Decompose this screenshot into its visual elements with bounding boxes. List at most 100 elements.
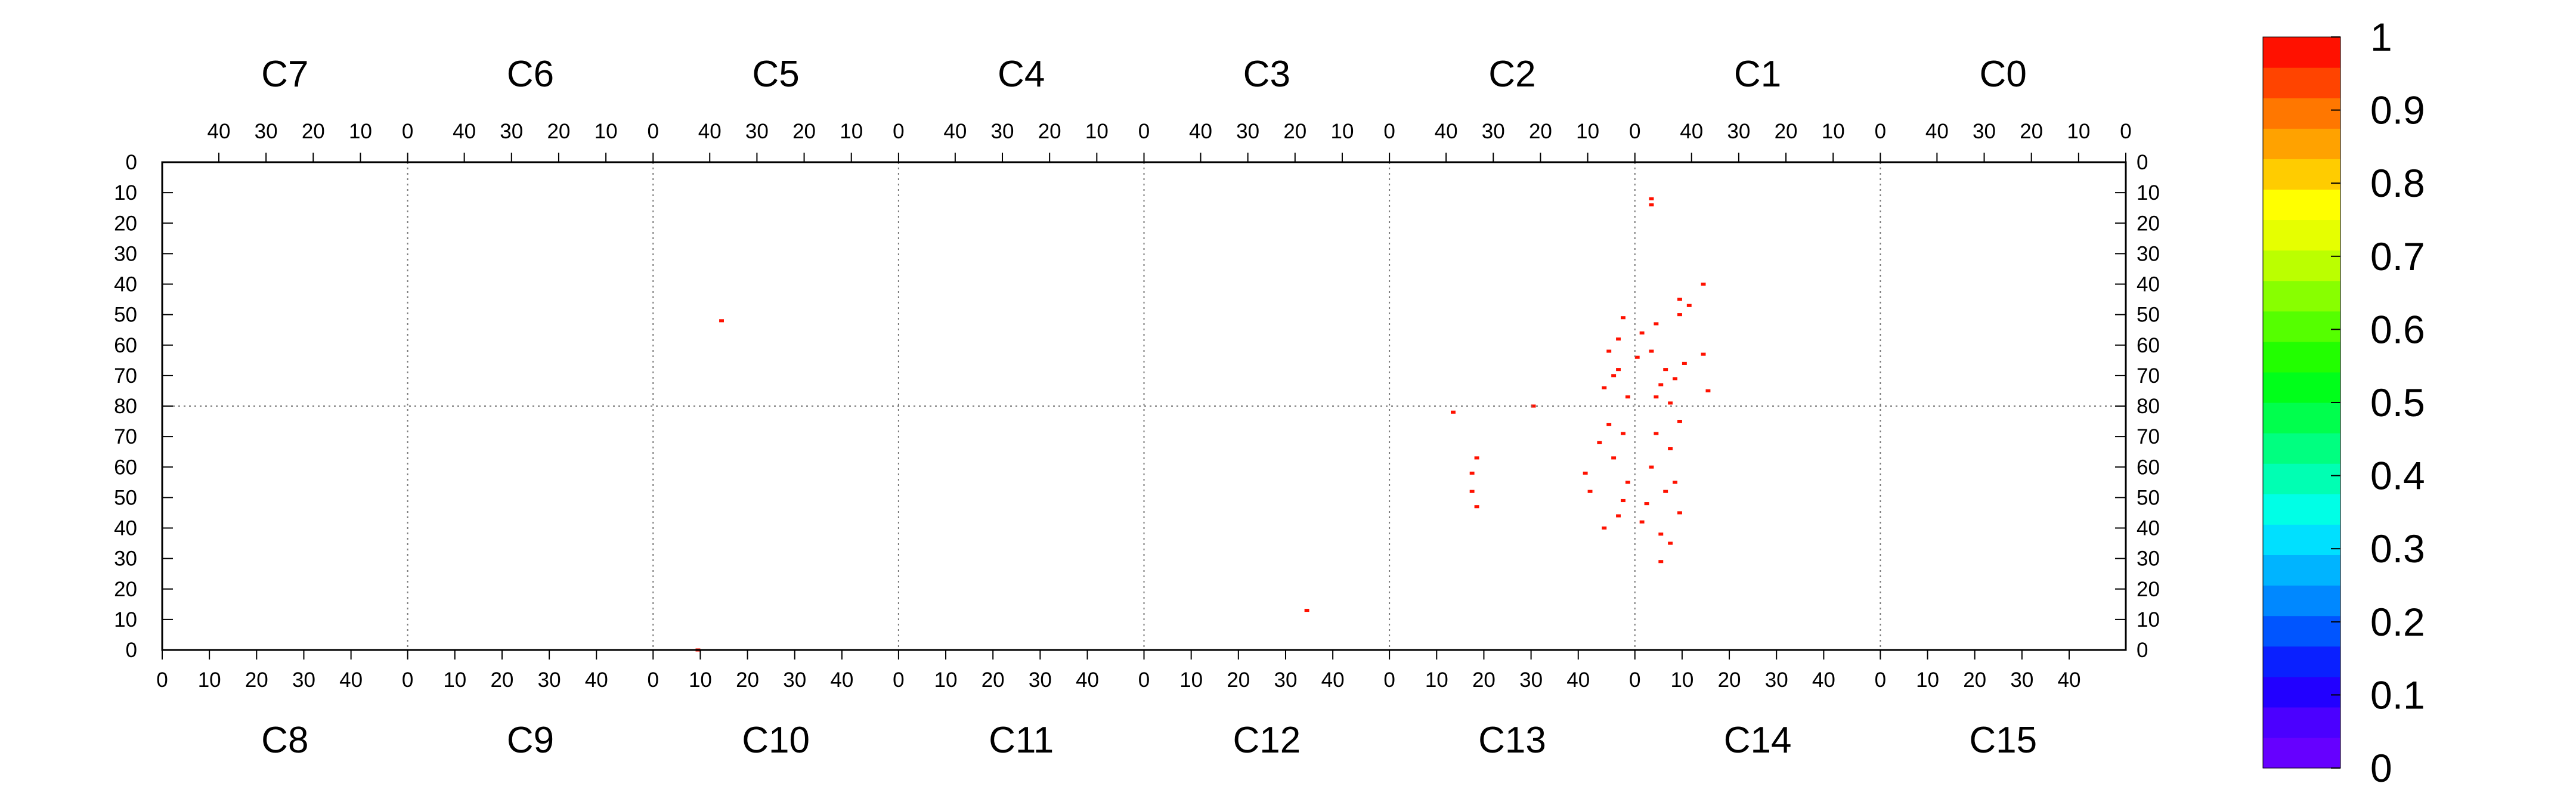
bottom-x-tick-label: 0 [1383, 668, 1395, 692]
top-x-tick-label: 0 [648, 120, 659, 143]
hit-pixel [1639, 520, 1645, 524]
y-tick-label-left: 70 [114, 364, 137, 388]
top-chip-label: C5 [752, 54, 799, 95]
bottom-x-tick-label: 30 [538, 668, 561, 692]
hit-pixel [1616, 337, 1621, 341]
top-x-tick-label: 10 [1085, 120, 1109, 143]
hit-pixel [719, 319, 724, 323]
hit-pixel [1658, 532, 1664, 536]
hit-pixel [1654, 322, 1659, 326]
y-tick-label-right: 60 [2137, 334, 2160, 357]
top-x-tick-label: 20 [1283, 120, 1306, 143]
grid-layer [162, 162, 2126, 650]
bottom-chip-label: C8 [261, 720, 308, 761]
y-tick-label-right: 50 [2137, 304, 2160, 327]
top-x-tick-label: 30 [745, 120, 769, 143]
y-tick-label-left: 50 [114, 304, 137, 327]
y-tick-label-right: 70 [2137, 364, 2160, 388]
hit-pixel [1625, 395, 1630, 399]
hit-pixel [1668, 541, 1673, 545]
bottom-x-tick-label: 10 [443, 668, 466, 692]
y-tick-label-right: 10 [2137, 181, 2160, 205]
y-tick-label-left: 70 [114, 425, 137, 448]
y-tick-label-left: 10 [114, 181, 137, 205]
hit-pixel [1611, 374, 1617, 377]
colorbar-swatch [2263, 159, 2340, 190]
top-x-tick-label: 30 [255, 120, 278, 143]
bottom-x-tick-label: 30 [1274, 668, 1298, 692]
bottom-chip-label: C15 [1969, 720, 2037, 761]
top-x-tick-label: 40 [1189, 120, 1212, 143]
bottom-x-tick-label: 0 [1629, 668, 1640, 692]
bottom-chip-label: C14 [1724, 720, 1792, 761]
hit-pixel [1625, 481, 1630, 484]
y-tick-label-left: 40 [114, 517, 137, 540]
top-x-tick-label: 10 [2067, 120, 2090, 143]
ticks-layer [162, 153, 2126, 660]
bottom-x-tick-label: 10 [1670, 668, 1693, 692]
hit-pixel [1616, 368, 1621, 371]
y-tick-label-right: 10 [2137, 608, 2160, 631]
top-x-tick-label: 10 [840, 120, 863, 143]
hit-pixel [1663, 490, 1668, 493]
bottom-chip-label: C10 [742, 720, 810, 761]
hit-pixel [1663, 368, 1668, 371]
colorbar-swatch [2263, 463, 2340, 494]
colorbar-tick-label: 1 [2370, 15, 2392, 59]
top-x-tick-label: 40 [1680, 120, 1703, 143]
labels-layer: 40 30 20 10 0 0 10 20 30 40 C7 C8 40 30 20 10 0 0 10 20 30 40… [114, 54, 2160, 761]
bottom-x-tick-label: 40 [1566, 668, 1590, 692]
colorbar-tick-label: 0.5 [2370, 380, 2425, 425]
y-tick-label-right: 0 [2137, 639, 2148, 662]
hit-pixel [1686, 304, 1692, 307]
top-x-tick-label: 10 [1822, 120, 1845, 143]
top-x-tick-label: 20 [2020, 120, 2043, 143]
top-x-tick-label: 20 [1529, 120, 1552, 143]
colorbar-swatch [2263, 615, 2340, 647]
y-tick-label-right: 80 [2137, 395, 2160, 418]
y-tick-label-right: 30 [2137, 242, 2160, 265]
y-tick-label-left: 30 [114, 242, 137, 265]
colorbar-swatch [2263, 37, 2340, 68]
bottom-x-tick-label: 30 [1519, 668, 1543, 692]
y-tick-label-right: 40 [2137, 273, 2160, 296]
y-tick-label-left: 80 [114, 395, 137, 418]
bottom-x-tick-label: 40 [585, 668, 608, 692]
hit-pixel [1469, 471, 1475, 475]
hit-pixel [1474, 505, 1479, 509]
colorbar-swatch [2263, 676, 2340, 708]
bottom-chip-label: C12 [1233, 720, 1301, 761]
colorbar-swatch [2263, 707, 2340, 738]
top-chip-label: C6 [507, 54, 554, 95]
top-chip-label: C7 [261, 54, 308, 95]
bottom-x-tick-label: 20 [736, 668, 759, 692]
bottom-x-tick-label: 20 [1227, 668, 1250, 692]
hit-pixel [1304, 608, 1309, 612]
colorbar-swatch [2263, 219, 2340, 251]
hit-pixel [1649, 197, 1654, 200]
hit-pixel [1644, 502, 1649, 506]
y-tick-label-left: 30 [114, 547, 137, 571]
bottom-x-tick-label: 20 [1718, 668, 1741, 692]
colorbar-tick-label: 0.9 [2370, 88, 2425, 132]
colorbar-swatch [2263, 67, 2340, 98]
colorbar-tick-label: 0.7 [2370, 234, 2425, 278]
hit-pixel [1658, 560, 1664, 564]
y-tick-label-right: 20 [2137, 578, 2160, 601]
top-x-tick-label: 40 [943, 120, 967, 143]
colorbar-swatch [2263, 737, 2340, 769]
colorbar-swatch [2263, 555, 2340, 586]
top-x-tick-label: 30 [991, 120, 1014, 143]
bottom-x-tick-label: 0 [893, 668, 904, 692]
bottom-x-tick-label: 20 [1472, 668, 1496, 692]
top-x-tick-label: 0 [1875, 120, 1886, 143]
y-tick-label-left: 20 [114, 578, 137, 601]
top-x-tick-label: 40 [453, 120, 476, 143]
hit-pixel [1621, 432, 1626, 435]
bottom-x-tick-label: 0 [402, 668, 413, 692]
hit-pixel [1621, 499, 1626, 503]
bottom-x-tick-label: 0 [156, 668, 168, 692]
y-tick-label-left: 10 [114, 608, 137, 631]
colorbar: 1 0.9 0.8 0.7 0.6 0.5 0.4 0.3 0.2 0.1 0 [2262, 15, 2425, 790]
bottom-x-tick-label: 10 [934, 668, 958, 692]
